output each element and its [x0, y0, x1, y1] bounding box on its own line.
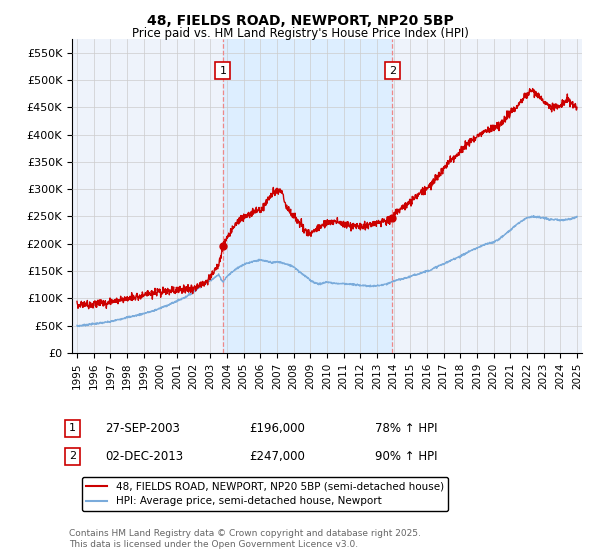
Text: 1: 1 — [220, 66, 226, 76]
Text: 90% ↑ HPI: 90% ↑ HPI — [375, 450, 437, 463]
Text: 2: 2 — [69, 451, 76, 461]
Text: Price paid vs. HM Land Registry's House Price Index (HPI): Price paid vs. HM Land Registry's House … — [131, 27, 469, 40]
Text: 48, FIELDS ROAD, NEWPORT, NP20 5BP: 48, FIELDS ROAD, NEWPORT, NP20 5BP — [146, 14, 454, 28]
Legend: 48, FIELDS ROAD, NEWPORT, NP20 5BP (semi-detached house), HPI: Average price, se: 48, FIELDS ROAD, NEWPORT, NP20 5BP (semi… — [82, 477, 448, 511]
Text: 27-SEP-2003: 27-SEP-2003 — [105, 422, 180, 435]
Bar — [223, 39, 392, 353]
Text: £247,000: £247,000 — [249, 450, 305, 463]
Text: £196,000: £196,000 — [249, 422, 305, 435]
Text: Contains HM Land Registry data © Crown copyright and database right 2025.
This d: Contains HM Land Registry data © Crown c… — [69, 529, 421, 549]
Text: 1: 1 — [69, 423, 76, 433]
Text: 78% ↑ HPI: 78% ↑ HPI — [375, 422, 437, 435]
Text: 2: 2 — [389, 66, 396, 76]
Text: 02-DEC-2013: 02-DEC-2013 — [105, 450, 183, 463]
